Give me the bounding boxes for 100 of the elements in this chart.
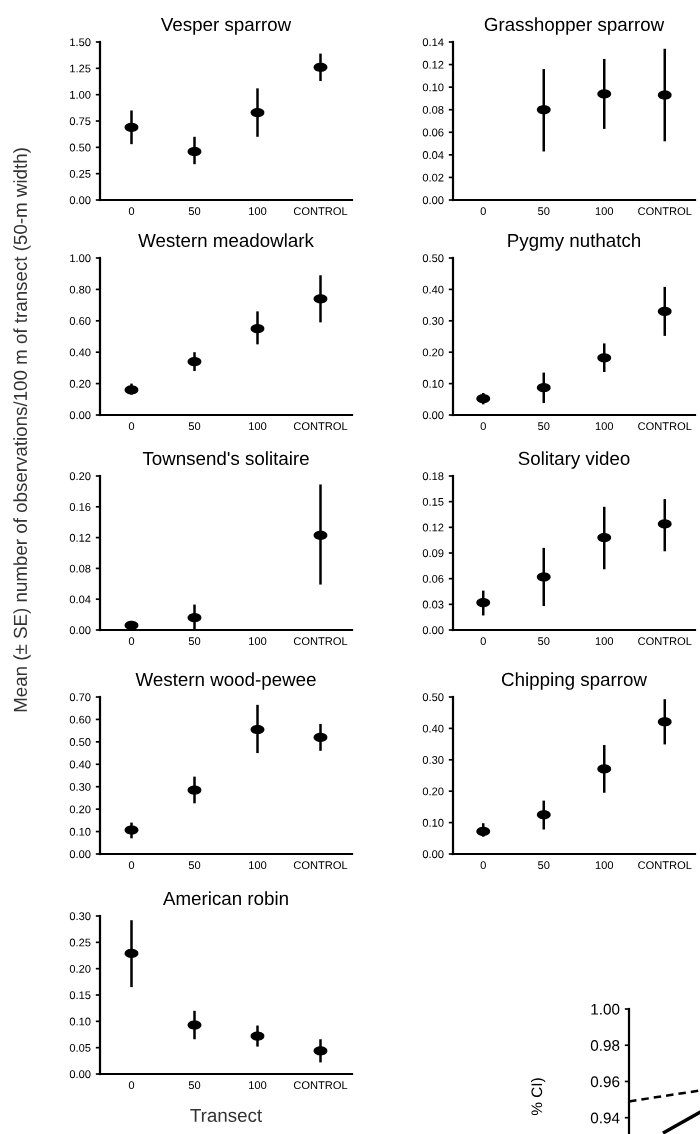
x-tick-label: CONTROL [293,422,348,431]
y-tick-label: 0.50 [69,143,91,152]
y-tick-label: 0.20 [422,787,444,796]
y-tick-label: 0.60 [69,317,91,325]
y-tick-label: 0.40 [69,760,91,769]
y-tick-label: 0.10 [69,827,91,836]
x-tick-label: 50 [538,861,550,870]
x-tick-label: CONTROL [638,861,692,870]
y-tick-label: 0.12 [422,523,444,532]
y-tick-label: 0.25 [69,938,91,947]
y-tick-label: 0.70 [69,693,91,702]
chart-title: Solitary video [518,451,630,469]
y-tick-label: 0.40 [422,285,444,294]
y-tick-label: 0.20 [69,379,91,388]
x-tick-label: CONTROL [293,637,348,646]
y-tick-label: 0.30 [69,912,91,921]
y-tick-label: 0.04 [422,151,444,159]
y-tick-label: 0.98 [590,1040,620,1051]
x-tick-label: 0 [480,207,486,216]
x-tick-label: CONTROL [293,861,348,870]
y-tick-label: 0.25 [69,169,91,178]
y-tick-label: 0.75 [69,117,91,126]
y-tick-label: 0.40 [69,348,91,357]
chart-title: Chipping sparrow [502,672,648,690]
y-tick-label: 0.40 [422,724,444,733]
x-tick-label: CONTROL [293,207,348,216]
y-tick-label: 0.15 [422,497,444,506]
y-tick-label: 0.10 [422,818,444,827]
x-tick-label: 100 [249,207,267,216]
y-tick-label: 0.12 [69,533,91,542]
x-tick-label: CONTROL [638,207,692,216]
chart-title: Grasshopper sparrow [484,17,665,35]
y-tick-label: 0.30 [422,756,444,764]
y-axis-title: Mean (± SE) number of observations/100 m of transect (50-m width) [13,148,31,712]
x-tick-label: 100 [249,861,267,870]
y-tick-label: 0.50 [422,254,444,263]
x-tick-label: 50 [188,637,201,646]
y-tick-label: 0.00 [69,196,91,205]
y-tick-label: 0.30 [422,317,444,325]
chart-title: Pygmy nuthatch [508,233,641,251]
x-tick-label: 50 [188,861,201,870]
x-tick-label: 0 [128,207,135,216]
x-tick-label: 100 [249,637,267,646]
x-tick-label: 100 [595,861,614,870]
x-tick-label: 0 [128,1081,135,1090]
y-tick-label: 1.25 [70,64,91,73]
y-tick-label: 0.20 [422,348,444,357]
y-tick-label: 0.10 [422,379,444,388]
x-tick-label: 0 [128,637,135,646]
x-tick-label: CONTROL [638,637,692,646]
y-tick-label: 0.00 [69,850,91,859]
x-tick-label: 100 [249,1081,267,1090]
y-tick-label: 0.30 [69,782,91,791]
y-tick-label: 0.50 [422,693,444,702]
x-tick-label: 50 [538,637,550,646]
x-tick-label: 0 [480,861,486,870]
x-tick-label: 100 [595,207,614,216]
y-tick-label: 1.00 [591,1003,620,1015]
y-tick-label: 0.20 [69,472,91,481]
y-tick-label: 0.08 [69,564,91,573]
x-tick-label: 50 [538,207,550,216]
x-tick-label: 0 [480,422,486,431]
y-tick-label: 0.20 [69,805,91,814]
x-axis-title: Transect [190,1108,262,1123]
x-tick-label: 50 [188,422,201,431]
y-tick-label: 0.00 [422,196,444,205]
y-tick-label: 0.50 [69,738,91,746]
x-tick-label: 50 [188,1081,201,1090]
y-tick-label: 0.16 [69,503,91,511]
y-tick-label: 0.08 [422,105,444,114]
x-tick-label: 0 [128,861,135,870]
y-tick-label: 0.10 [69,1017,91,1026]
y-tick-label: 0.18 [422,472,444,481]
x-tick-label: 0 [480,637,486,646]
chart-title: Vesper sparrow [160,17,292,35]
y-axis-title: % CI) [530,1078,546,1116]
x-tick-label: 100 [595,637,614,646]
y-tick-label: 0.00 [422,850,444,859]
y-tick-label: 0.00 [69,411,91,420]
x-tick-label: 50 [188,207,201,216]
y-tick-label: 0.14 [422,38,444,47]
x-tick-label: 50 [538,422,550,431]
x-tick-label: CONTROL [293,1081,348,1090]
y-tick-label: 0.06 [422,574,444,583]
x-tick-label: 100 [595,422,614,431]
y-tick-label: 0.96 [590,1076,620,1088]
chart-title: Western wood-pewee [135,672,316,690]
x-tick-label: 0 [128,422,135,431]
y-tick-label: 0.15 [69,991,91,1000]
x-tick-label: CONTROL [638,422,692,431]
y-tick-label: 0.03 [422,600,444,609]
y-tick-label: 0.94 [590,1112,620,1124]
y-tick-label: 0.20 [69,964,91,973]
y-tick-label: 1.50 [70,38,91,47]
y-tick-label: 0.04 [69,595,91,604]
chart-title: Townsend's solitaire [142,451,309,466]
y-tick-label: 0.09 [422,549,444,558]
y-tick-label: 0.12 [422,60,444,69]
y-tick-label: 0.00 [69,626,91,635]
y-tick-label: 1.00 [70,90,91,99]
